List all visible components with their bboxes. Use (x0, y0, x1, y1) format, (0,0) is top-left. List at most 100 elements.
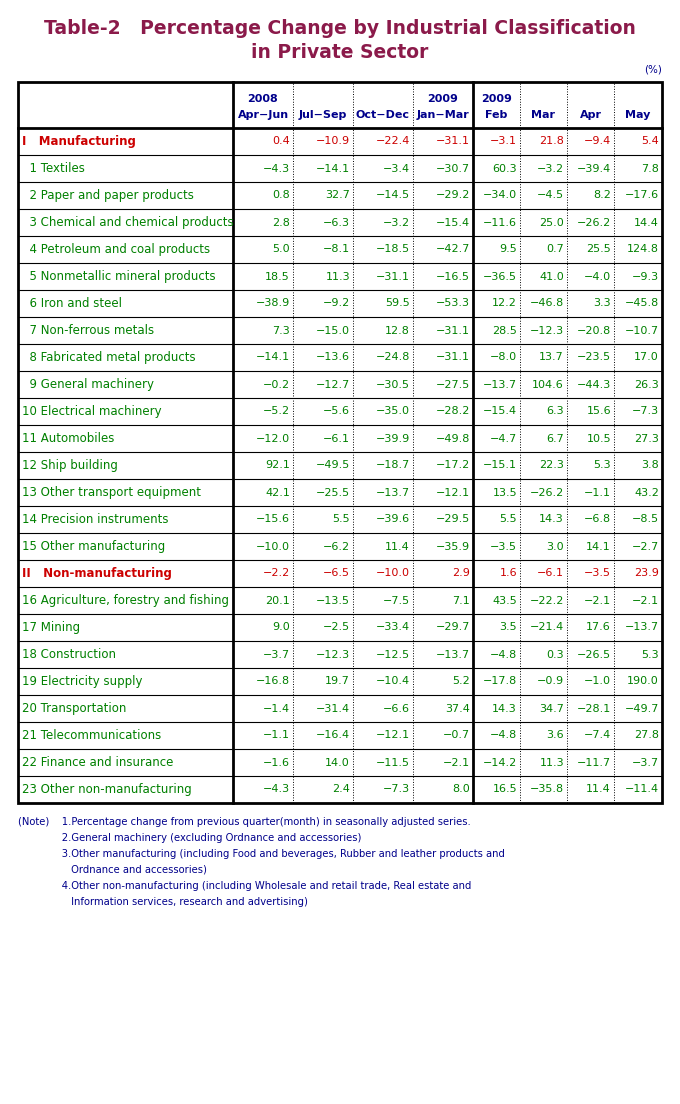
Text: −2.7: −2.7 (632, 541, 659, 552)
Text: −11.4: −11.4 (625, 785, 659, 795)
Text: −18.7: −18.7 (376, 460, 410, 470)
Text: −3.2: −3.2 (537, 163, 564, 173)
Text: −4.8: −4.8 (490, 649, 517, 659)
Text: −2.5: −2.5 (323, 623, 350, 633)
Text: 12 Ship building: 12 Ship building (22, 459, 118, 473)
Text: −16.4: −16.4 (316, 731, 350, 741)
Text: −12.1: −12.1 (436, 488, 470, 498)
Text: 28.5: 28.5 (492, 326, 517, 336)
Text: 5.4: 5.4 (641, 137, 659, 147)
Text: −12.0: −12.0 (256, 434, 290, 444)
Text: −8.5: −8.5 (632, 514, 659, 524)
Text: −31.1: −31.1 (436, 352, 470, 362)
Text: 2009: 2009 (428, 94, 458, 104)
Text: May: May (626, 110, 651, 120)
Text: −11.7: −11.7 (577, 757, 611, 767)
Text: 104.6: 104.6 (532, 380, 564, 390)
Text: 11.3: 11.3 (325, 272, 350, 282)
Text: 20 Transportation: 20 Transportation (22, 702, 126, 715)
Text: 1.6: 1.6 (499, 569, 517, 578)
Text: −13.6: −13.6 (316, 352, 350, 362)
Text: 17.6: 17.6 (586, 623, 611, 633)
Text: 15 Other manufacturing: 15 Other manufacturing (22, 540, 165, 553)
Text: −9.3: −9.3 (632, 272, 659, 282)
Text: −4.5: −4.5 (537, 191, 564, 201)
Text: −3.4: −3.4 (383, 163, 410, 173)
Text: −13.7: −13.7 (436, 649, 470, 659)
Text: −27.5: −27.5 (436, 380, 470, 390)
Text: 16.5: 16.5 (492, 785, 517, 795)
Text: −2.2: −2.2 (262, 569, 290, 578)
Text: 19 Electricity supply: 19 Electricity supply (22, 675, 143, 688)
Text: −20.8: −20.8 (577, 326, 611, 336)
Text: 15.6: 15.6 (586, 406, 611, 416)
Text: −33.4: −33.4 (376, 623, 410, 633)
Text: 5.5: 5.5 (333, 514, 350, 524)
Text: −12.7: −12.7 (316, 380, 350, 390)
Text: −2.1: −2.1 (443, 757, 470, 767)
Text: 11 Automobiles: 11 Automobiles (22, 432, 114, 445)
Text: 0.8: 0.8 (272, 191, 290, 201)
Text: 5.0: 5.0 (273, 244, 290, 255)
Text: Ordnance and accessories): Ordnance and accessories) (18, 866, 207, 875)
Text: −29.5: −29.5 (436, 514, 470, 524)
Text: 11.4: 11.4 (386, 541, 410, 552)
Text: 9.0: 9.0 (272, 623, 290, 633)
Text: II   Non-manufacturing: II Non-manufacturing (22, 567, 172, 580)
Text: −10.0: −10.0 (256, 541, 290, 552)
Text: −18.5: −18.5 (376, 244, 410, 255)
Text: (Note)    1.Percentage change from previous quarter(month) in seasonally adjuste: (Note) 1.Percentage change from previous… (18, 817, 471, 827)
Text: 0.3: 0.3 (546, 649, 564, 659)
Text: −9.4: −9.4 (583, 137, 611, 147)
Text: 3.6: 3.6 (546, 731, 564, 741)
Text: −14.5: −14.5 (376, 191, 410, 201)
Text: 25.5: 25.5 (586, 244, 611, 255)
Text: −26.2: −26.2 (577, 217, 611, 227)
Text: −28.1: −28.1 (577, 703, 611, 713)
Text: −38.9: −38.9 (256, 298, 290, 308)
Text: Table-2   Percentage Change by Industrial Classification: Table-2 Percentage Change by Industrial … (44, 19, 636, 38)
Text: −15.4: −15.4 (483, 406, 517, 416)
Text: −22.4: −22.4 (375, 137, 410, 147)
Text: −53.3: −53.3 (436, 298, 470, 308)
Text: Information services, research and advertising): Information services, research and adver… (18, 896, 308, 907)
Text: −17.6: −17.6 (625, 191, 659, 201)
Text: 7.8: 7.8 (641, 163, 659, 173)
Text: −10.9: −10.9 (316, 137, 350, 147)
Text: −21.4: −21.4 (530, 623, 564, 633)
Text: 6 Iron and steel: 6 Iron and steel (22, 297, 122, 310)
Text: −6.5: −6.5 (323, 569, 350, 578)
Text: 4.Other non-manufacturing (including Wholesale and retail trade, Real estate and: 4.Other non-manufacturing (including Who… (18, 881, 471, 891)
Text: 13.7: 13.7 (539, 352, 564, 362)
Text: −5.2: −5.2 (263, 406, 290, 416)
Text: −15.4: −15.4 (436, 217, 470, 227)
Text: −15.6: −15.6 (256, 514, 290, 524)
Text: 2009: 2009 (481, 94, 512, 104)
Text: −0.2: −0.2 (263, 380, 290, 390)
Text: −7.3: −7.3 (383, 785, 410, 795)
Text: 17.0: 17.0 (634, 352, 659, 362)
Text: 18.5: 18.5 (265, 272, 290, 282)
Text: −15.1: −15.1 (483, 460, 517, 470)
Text: −31.1: −31.1 (436, 326, 470, 336)
Text: 14.3: 14.3 (492, 703, 517, 713)
Text: 10.5: 10.5 (586, 434, 611, 444)
Text: 59.5: 59.5 (386, 298, 410, 308)
Text: −12.3: −12.3 (530, 326, 564, 336)
Text: Jul−Sep: Jul−Sep (299, 110, 347, 120)
Text: 0.7: 0.7 (546, 244, 564, 255)
Text: −5.6: −5.6 (323, 406, 350, 416)
Text: 20.1: 20.1 (265, 595, 290, 605)
Text: 37.4: 37.4 (445, 703, 470, 713)
Text: 2008: 2008 (248, 94, 278, 104)
Text: −0.7: −0.7 (443, 731, 470, 741)
Text: −14.1: −14.1 (316, 163, 350, 173)
Text: −7.3: −7.3 (632, 406, 659, 416)
Text: −11.6: −11.6 (483, 217, 517, 227)
Text: Apr: Apr (579, 110, 602, 120)
Text: 14.3: 14.3 (539, 514, 564, 524)
Text: 2.General machinery (excluding Ordnance and accessories): 2.General machinery (excluding Ordnance … (18, 834, 361, 843)
Text: 13.5: 13.5 (492, 488, 517, 498)
Text: −4.3: −4.3 (263, 163, 290, 173)
Text: 12.2: 12.2 (492, 298, 517, 308)
